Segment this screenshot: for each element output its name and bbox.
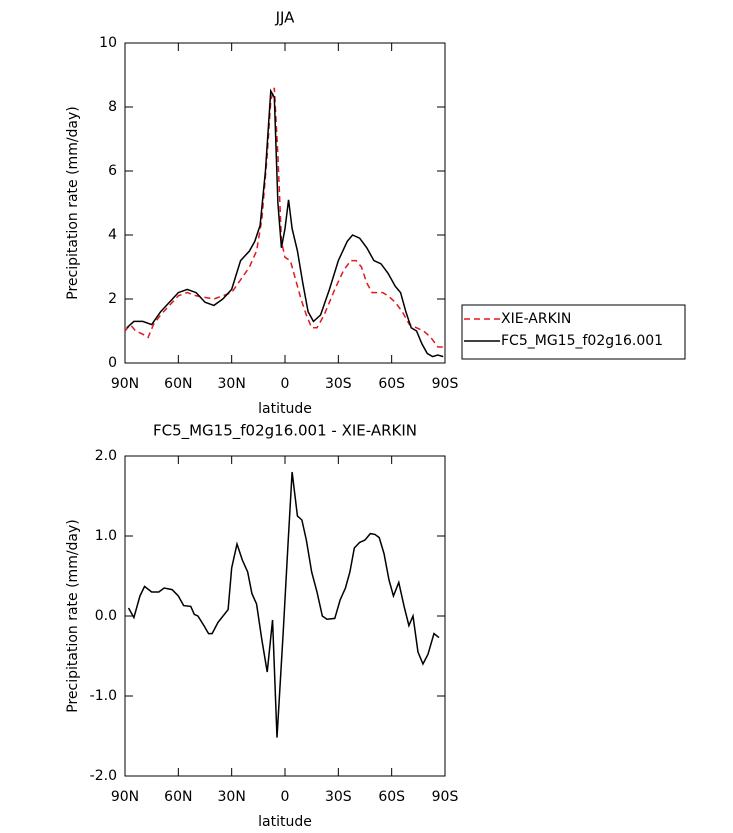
y-tick-label: -2.0	[90, 768, 117, 784]
y-tick-label: 10	[99, 35, 117, 51]
y-axis-label: Precipitation rate (mm/day)	[65, 519, 81, 713]
legend-box	[461, 304, 686, 360]
data-line	[126, 88, 444, 358]
x-tick-label: 60S	[378, 376, 405, 392]
x-tick-label: 30N	[218, 789, 246, 805]
x-tick-label: 90N	[111, 376, 139, 392]
y-tick-label: 2.0	[95, 448, 117, 464]
chart-title: JJA	[275, 9, 296, 27]
x-tick-label: 30S	[325, 376, 352, 392]
y-tick-label: 0.0	[95, 608, 117, 624]
data-line	[127, 471, 440, 738]
x-tick-label: 90S	[432, 789, 459, 805]
x-tick-label: 90N	[111, 789, 139, 805]
x-axis-label: latitude	[258, 814, 312, 830]
x-tick-label: 60S	[378, 789, 405, 805]
y-tick-label: -1.0	[90, 688, 117, 704]
legend-label: XIE-ARKIN	[501, 311, 571, 327]
y-tick-label: 0	[108, 355, 117, 371]
plot-frame	[124, 42, 446, 364]
x-axis-label: latitude	[258, 401, 312, 417]
x-tick-label: 60N	[164, 789, 192, 805]
x-tick-label: 0	[281, 789, 290, 805]
y-tick-label: 2	[108, 291, 117, 307]
data-line	[124, 87, 444, 348]
chart-title: FC5_MG15_f02g16.001 - XIE-ARKIN	[153, 422, 417, 441]
y-axis-label: Precipitation rate (mm/day)	[65, 106, 81, 300]
x-tick-label: 0	[281, 376, 290, 392]
legend-label: FC5_MG15_f02g16.001	[501, 333, 663, 349]
x-tick-label: 30N	[218, 376, 246, 392]
x-tick-label: 60N	[164, 376, 192, 392]
x-tick-label: 30S	[325, 789, 352, 805]
x-tick-label: 90S	[432, 376, 459, 392]
y-tick-label: 6	[108, 163, 117, 179]
y-tick-label: 4	[108, 227, 117, 243]
y-tick-label: 8	[108, 99, 117, 115]
y-tick-label: 1.0	[95, 528, 117, 544]
plot-frame	[124, 455, 446, 777]
